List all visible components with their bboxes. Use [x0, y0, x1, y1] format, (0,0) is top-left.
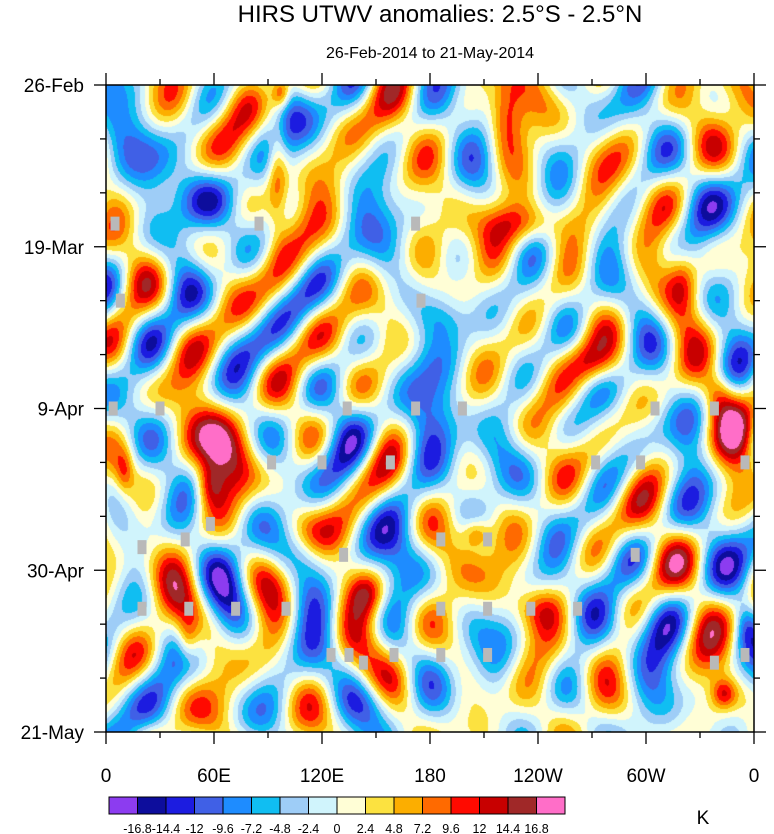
missing-data-cell	[483, 601, 493, 616]
missing-data-cell	[137, 601, 147, 616]
missing-data-cell	[339, 547, 349, 562]
colorbar-swatch	[222, 796, 252, 815]
y-tick-label: 30-Apr	[27, 561, 85, 582]
colorbar-swatch	[279, 796, 309, 815]
missing-data-cell	[137, 540, 147, 555]
missing-data-cell	[317, 455, 327, 470]
colorbar-level-label: -16.8	[123, 822, 152, 834]
missing-data-cell	[184, 601, 194, 616]
missing-data-cell	[231, 601, 241, 616]
missing-data-cell	[709, 401, 719, 416]
colorbar-swatch	[479, 796, 509, 815]
missing-data-cell	[108, 401, 118, 416]
x-axis: 0 60E 120E 180 120W 60W 0	[101, 73, 760, 787]
missing-data-layer	[108, 216, 750, 670]
missing-data-cell	[740, 455, 750, 470]
missing-data-cell	[591, 455, 601, 470]
colorbar-swatch	[536, 796, 566, 815]
colorbar-level-label: 2.4	[357, 822, 374, 834]
missing-data-cell	[436, 647, 446, 662]
missing-data-cell	[436, 601, 446, 616]
colorbar-level-label: -9.6	[212, 822, 234, 834]
colorbar-swatch	[450, 796, 480, 815]
colorbar-level-label: -7.2	[241, 822, 263, 834]
missing-data-cell	[573, 601, 583, 616]
colorbar: -16.8 -14.4 -12 -9.6 -7.2 -4.8 -2.4 0 2.4 4.8 7.2 9…	[108, 796, 566, 834]
missing-data-cell	[358, 655, 368, 670]
colorbar-level-label: 14.4	[496, 822, 520, 834]
colorbar-swatch	[336, 796, 366, 815]
chart-subtitle: 26-Feb-2014 to 21-May-2014	[326, 45, 534, 62]
y-tick-label: 19-Mar	[24, 238, 85, 259]
missing-data-cell	[411, 216, 421, 231]
plot-area	[106, 85, 754, 732]
chart-title: HIRS UTWV anomalies: 2.5°S - 2.5°N	[238, 1, 643, 28]
colorbar-swatch	[194, 796, 224, 815]
x-tick-label: 180	[414, 766, 446, 787]
missing-data-cell	[155, 401, 165, 416]
missing-data-cell	[180, 532, 190, 547]
missing-data-cell	[344, 647, 354, 662]
missing-data-cell	[630, 547, 640, 562]
colorbar-level-label: 4.8	[385, 822, 402, 834]
missing-data-cell	[483, 647, 493, 662]
colorbar-swatch	[108, 796, 138, 815]
colorbar-level-label: -12	[185, 822, 203, 834]
colorbar-swatch	[251, 796, 281, 815]
x-tick-label: 60W	[626, 766, 665, 787]
missing-data-cell	[385, 455, 395, 470]
x-tick-label: 60E	[197, 766, 231, 787]
missing-data-cell	[709, 655, 719, 670]
missing-data-cell	[457, 401, 467, 416]
missing-data-cell	[436, 532, 446, 547]
colorbar-level-label: -4.8	[269, 822, 291, 834]
colorbar-swatch	[507, 796, 537, 815]
missing-data-cell	[281, 601, 291, 616]
missing-data-cell	[526, 601, 536, 616]
colorbar-units-label: K	[697, 808, 710, 829]
y-tick-label: 26-Feb	[24, 76, 84, 97]
missing-data-cell	[389, 647, 399, 662]
anomaly-field	[106, 85, 754, 732]
missing-data-cell	[267, 455, 277, 470]
colorbar-level-label: 16.8	[524, 822, 548, 834]
colorbar-swatch	[365, 796, 395, 815]
y-tick-label: 9-Apr	[38, 400, 85, 421]
colorbar-level-label: 7.2	[414, 822, 431, 834]
colorbar-level-label: 0	[334, 822, 341, 834]
colorbar-swatch	[137, 796, 167, 815]
missing-data-cell	[416, 293, 426, 308]
missing-data-cell	[650, 401, 660, 416]
missing-data-cell	[110, 216, 120, 231]
colorbar-swatch	[165, 796, 195, 815]
x-tick-label: 0	[101, 766, 112, 787]
missing-data-cell	[326, 647, 336, 662]
missing-data-cell	[636, 455, 646, 470]
colorbar-swatch	[422, 796, 452, 815]
missing-data-cell	[205, 517, 215, 532]
x-tick-label: 120E	[300, 766, 344, 787]
missing-data-cell	[342, 401, 352, 416]
colorbar-level-label: 9.6	[442, 822, 459, 834]
missing-data-cell	[740, 647, 750, 662]
colorbar-swatch	[393, 796, 423, 815]
colorbar-level-label: -14.4	[152, 822, 181, 834]
y-tick-label: 21-May	[21, 723, 85, 744]
x-tick-label: 0	[749, 766, 760, 787]
colorbar-swatch	[308, 796, 338, 815]
missing-data-cell	[483, 532, 493, 547]
colorbar-level-label: -2.4	[298, 822, 320, 834]
y-axis: 26-Feb 19-Mar 9-Apr 30-Apr 21-May	[21, 76, 766, 744]
missing-data-cell	[254, 216, 264, 231]
colorbar-level-label: 12	[473, 822, 487, 834]
missing-data-cell	[115, 293, 125, 308]
x-tick-label: 120W	[513, 766, 563, 787]
missing-data-cell	[411, 401, 421, 416]
